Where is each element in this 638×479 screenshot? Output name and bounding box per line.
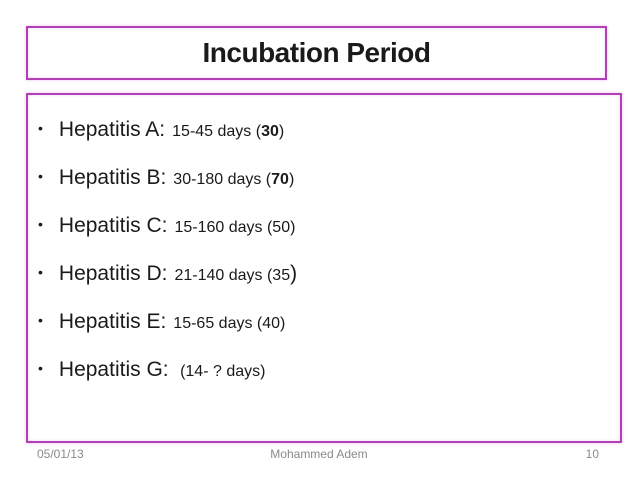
bullet-detail-segment: )	[278, 123, 285, 140]
bullet-item: • Hepatitis B: 30-180 days (70)	[38, 165, 610, 191]
bullet-label: Hepatitis C:	[58, 214, 168, 237]
bullet-icon: •	[38, 168, 43, 184]
bullet-item: • Hepatitis G: (14- ? days)	[38, 357, 610, 383]
bullet-detail-segment: )	[288, 171, 295, 188]
bullet-label: Hepatitis G:	[58, 358, 169, 381]
bullet-icon: •	[38, 360, 43, 376]
bullet-detail-segment: (14- ? days)	[175, 363, 266, 380]
bullet-icon: •	[38, 312, 43, 328]
bullet-label: Hepatitis B:	[58, 166, 167, 189]
bullet-label: Hepatitis D:	[58, 262, 168, 285]
bullet-item: • Hepatitis A: 15-45 days (30)	[38, 117, 610, 143]
bullet-icon: •	[38, 216, 43, 232]
bullet-detail-segment: 70	[271, 171, 289, 188]
footer-date: 05/01/13	[37, 447, 84, 461]
bullet-detail-segment: 21-140 days (35	[174, 267, 291, 284]
bullet-detail-segment: 30	[261, 123, 279, 140]
title-box: Incubation Period	[26, 26, 607, 80]
content-box: • Hepatitis A: 15-45 days (30) • Hepatitis B…	[26, 93, 622, 443]
bullet-detail-segment: )	[290, 262, 298, 285]
slide-title: Incubation Period	[202, 37, 431, 68]
bullet-item: • Hepatitis D: 21-140 days (35)	[38, 261, 610, 287]
bullet-detail-segment: 15-160 days (50)	[174, 219, 296, 236]
bullet-list: • Hepatitis A: 15-45 days (30) • Hepatitis B…	[38, 117, 610, 383]
bullet-label: Hepatitis A:	[58, 118, 166, 141]
bullet-detail-segment: 15-65 days (40)	[173, 315, 286, 332]
bullet-icon: •	[38, 264, 43, 280]
bullet-icon: •	[38, 120, 43, 136]
footer: 05/01/13 Mohammed Adem 10	[0, 447, 638, 461]
bullet-label: Hepatitis E:	[58, 310, 167, 333]
bullet-item: • Hepatitis C: 15-160 days (50)	[38, 213, 610, 239]
bullet-item: • Hepatitis E: 15-65 days (40)	[38, 309, 610, 335]
bullet-detail-segment: 30-180 days (	[173, 171, 272, 188]
bullet-detail-segment: 15-45 days (	[172, 123, 262, 140]
footer-author: Mohammed Adem	[270, 447, 368, 461]
footer-page-number: 10	[585, 447, 599, 461]
